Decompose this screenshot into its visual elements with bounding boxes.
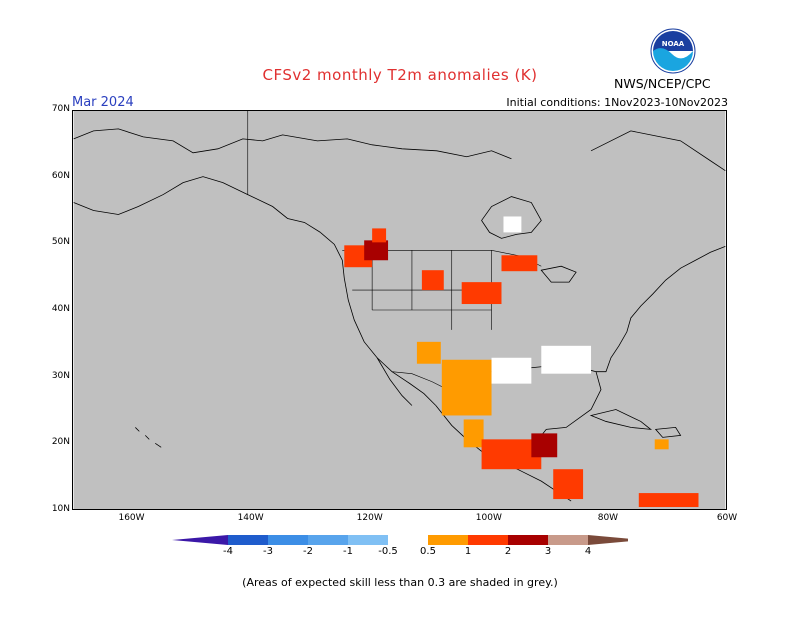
latitude-label: 20N <box>51 437 70 448</box>
colorbar-swatch <box>468 535 508 545</box>
latitude-label: 50N <box>51 237 70 248</box>
agency-label: NWS/NCEP/CPC <box>614 76 711 91</box>
colorbar-swatch <box>508 535 548 545</box>
warm-anomaly-areas <box>344 216 699 508</box>
colorbar-swatch <box>228 535 268 545</box>
colorbar-tick-label: -2 <box>303 546 313 557</box>
noaa-logo-icon: NOAA <box>650 28 696 74</box>
anomaly-cell-bc <box>372 228 387 243</box>
colorbar-swatch <box>588 535 628 545</box>
footnote: (Areas of expected skill less than 0.3 a… <box>242 576 558 589</box>
colorbar <box>172 535 628 545</box>
neutral-cell-hudson <box>503 216 522 233</box>
colorbar-tick-label: 2 <box>504 546 512 557</box>
forecast-month: Mar 2024 <box>72 95 134 110</box>
colorbar-tick-label: -3 <box>263 546 273 557</box>
anomaly-cell-dakotas <box>461 282 502 305</box>
latitude-label: 30N <box>51 370 70 381</box>
anomaly-cell-south-america <box>638 493 699 508</box>
colorbar-tick-label: 3 <box>544 546 552 557</box>
colorbar-swatch <box>348 535 388 545</box>
colorbar-swatch <box>428 535 468 545</box>
neutral-cell-texas <box>491 357 532 384</box>
colorbar-swatch <box>268 535 308 545</box>
anomaly-cell-west-mexico <box>416 341 441 364</box>
anomaly-cell-guatemala <box>531 433 558 458</box>
colorbar-tick-label: -1 <box>343 546 353 557</box>
initial-conditions: Initial conditions: 1Nov2023-10Nov2023 <box>506 96 728 109</box>
colorbar-swatch <box>172 535 228 545</box>
longitude-label: 80W <box>597 513 619 523</box>
colorbar-swatch <box>308 535 348 545</box>
colorbar-swatch <box>548 535 588 545</box>
latitude-label: 40N <box>51 304 70 314</box>
svg-text:NOAA: NOAA <box>662 40 685 48</box>
anomaly-cell-caribbean <box>654 439 669 450</box>
anomaly-cell-panama <box>553 469 584 500</box>
latitude-label: 60N <box>51 170 70 181</box>
anomaly-cell-greatlakes <box>501 255 538 272</box>
neutral-cell-southeast <box>541 345 592 374</box>
anomaly-cell-plains <box>421 270 444 291</box>
longitude-label: 140W <box>237 513 264 523</box>
anomaly-map <box>72 110 727 510</box>
anomaly-cell-pnw-strong <box>364 240 389 261</box>
colorbar-tick-label: 1 <box>464 546 472 557</box>
colorbar-tick-label: 4 <box>584 546 592 557</box>
longitude-label: 60W <box>716 513 738 523</box>
longitude-label: 100W <box>475 513 502 523</box>
colorbar-tick-label: -4 <box>223 546 233 557</box>
longitude-label: 120W <box>356 513 383 523</box>
anomaly-cell-mexico <box>441 359 492 416</box>
latitude-label: 10N <box>51 504 70 514</box>
colorbar-tick-label: -0.5 <box>378 546 398 557</box>
colorbar-swatch <box>388 535 428 545</box>
anomaly-cell-central-america <box>481 439 542 470</box>
anomaly-cell-south-mexico <box>463 419 484 448</box>
map-title: CFSv2 monthly T2m anomalies (K) <box>262 66 538 84</box>
colorbar-tick-label: 0.5 <box>420 546 436 557</box>
longitude-label: 160W <box>118 513 145 523</box>
latitude-label: 70N <box>51 104 70 114</box>
